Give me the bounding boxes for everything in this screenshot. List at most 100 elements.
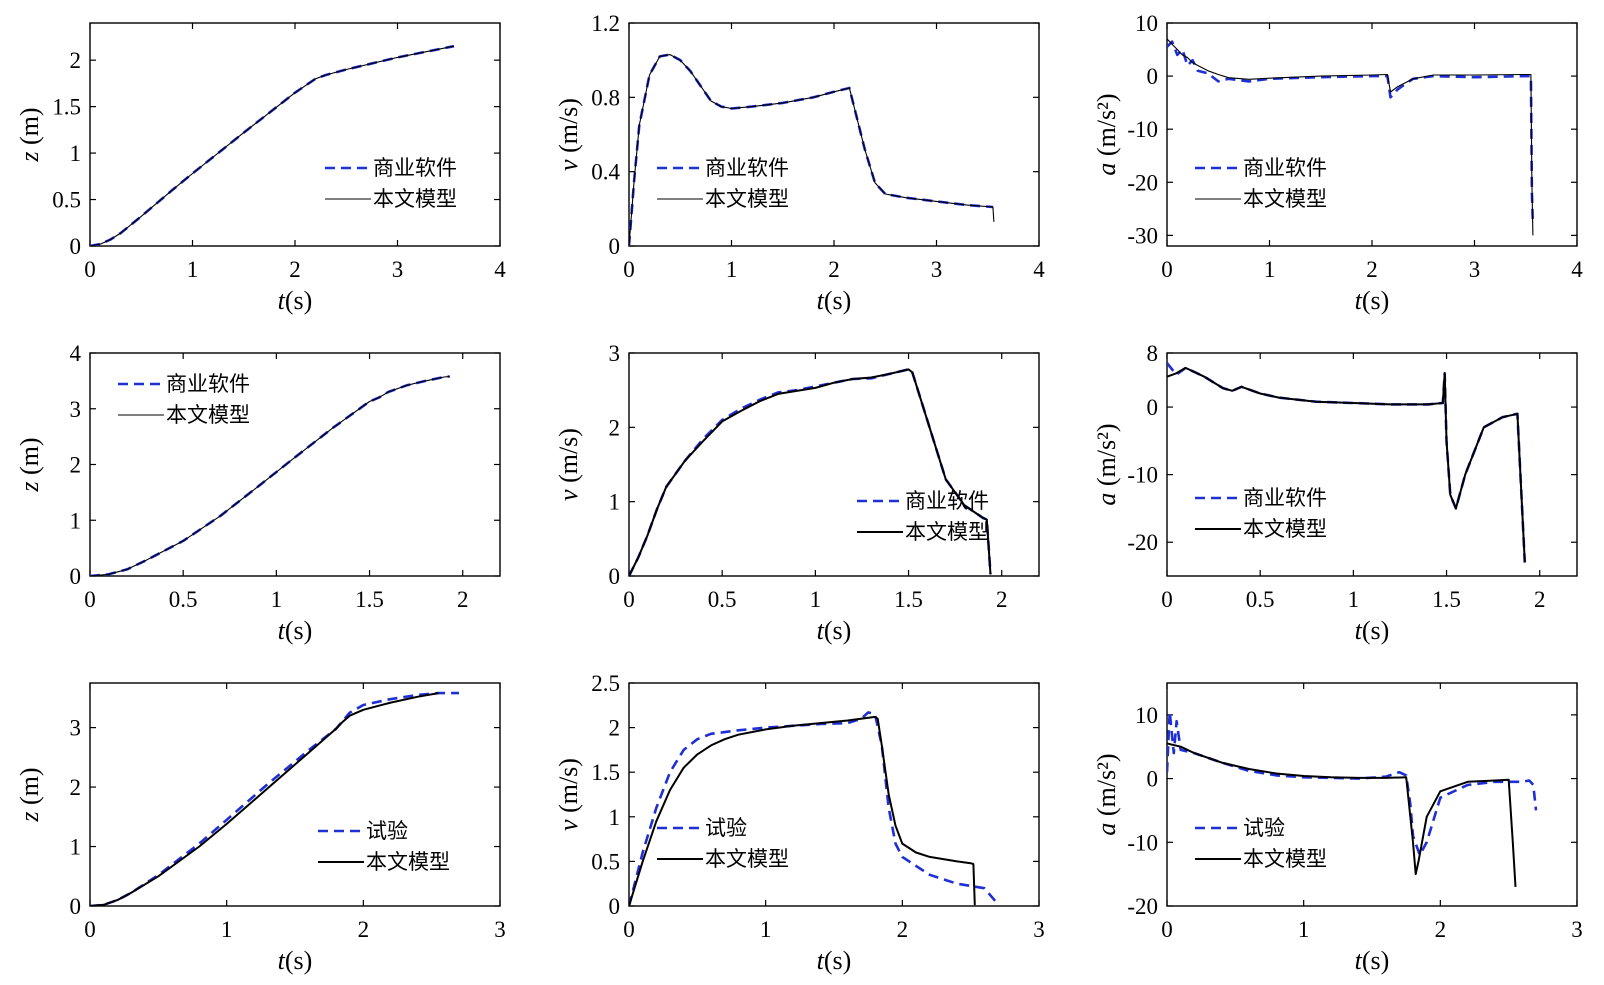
x-tick-label: 1 bbox=[810, 587, 822, 612]
x-axis-label: t(s) bbox=[278, 946, 313, 975]
y-axis-label-unit: (m/s²) bbox=[1092, 423, 1121, 492]
y-tick-label: 0 bbox=[1147, 64, 1159, 89]
y-axis-label: a (m/s²) bbox=[1092, 753, 1121, 835]
series-line-2 bbox=[1167, 366, 1526, 563]
y-tick-label: 0 bbox=[609, 894, 621, 919]
x-tick-label: 1 bbox=[1298, 917, 1310, 942]
y-axis-label: a (m/s²) bbox=[1092, 93, 1121, 175]
legend-label: 商业软件 bbox=[1243, 156, 1327, 180]
axes-box bbox=[89, 352, 501, 577]
x-tick-label: 4 bbox=[1033, 257, 1045, 282]
y-tick-label: 1.5 bbox=[52, 95, 81, 120]
y-tick-label: -30 bbox=[1127, 223, 1158, 248]
y-axis-label-unit: (m/s²) bbox=[1092, 753, 1121, 822]
y-tick-label: 10 bbox=[1135, 703, 1158, 728]
x-axis-label-var: t bbox=[817, 946, 825, 975]
x-tick-label: 0 bbox=[623, 257, 635, 282]
y-axis-label-var: v bbox=[554, 489, 583, 501]
x-tick-label: 0 bbox=[84, 257, 96, 282]
legend-label: 商业软件 bbox=[905, 489, 989, 513]
y-axis-label-unit: (m/s²) bbox=[1092, 93, 1121, 162]
x-tick-label: 2 bbox=[457, 587, 469, 612]
x-tick-label: 0 bbox=[84, 917, 96, 942]
legend-label: 试验 bbox=[1243, 816, 1285, 840]
y-tick-label: -20 bbox=[1127, 530, 1158, 555]
x-axis-label-unit: (s) bbox=[1362, 946, 1389, 975]
legend-label: 本文模型 bbox=[705, 847, 789, 871]
x-axis-label-var: t bbox=[1355, 616, 1363, 645]
series-line-2 bbox=[629, 715, 976, 906]
y-tick-label: 0 bbox=[70, 564, 82, 589]
y-tick-label: 4 bbox=[70, 341, 82, 366]
y-axis-label: v (m/s) bbox=[554, 428, 583, 501]
y-tick-label: 0 bbox=[70, 894, 82, 919]
x-axis-label-unit: (s) bbox=[1362, 616, 1389, 645]
legend-label: 商业软件 bbox=[705, 156, 789, 180]
series-line-1 bbox=[629, 711, 999, 906]
series-line-2 bbox=[629, 368, 992, 576]
x-axis-label-var: t bbox=[278, 286, 286, 315]
x-axis-label-unit: (s) bbox=[1362, 286, 1389, 315]
legend-label: 商业软件 bbox=[373, 156, 457, 180]
axes-box bbox=[1166, 352, 1578, 577]
y-axis-label-unit: (m/s) bbox=[554, 758, 583, 819]
y-tick-label: 10 bbox=[1135, 11, 1158, 36]
y-tick-label: -10 bbox=[1127, 117, 1158, 142]
y-axis-label: z (m) bbox=[15, 767, 44, 822]
x-axis-label-unit: (s) bbox=[824, 616, 851, 645]
x-axis-label: t(s) bbox=[817, 286, 852, 315]
legend-label: 本文模型 bbox=[373, 187, 457, 211]
x-tick-label: 0 bbox=[84, 587, 96, 612]
y-axis-label-var: z bbox=[15, 151, 44, 162]
axes-box bbox=[628, 22, 1040, 247]
x-tick-label: 0 bbox=[1161, 917, 1173, 942]
y-axis-label-unit: (m) bbox=[15, 437, 44, 481]
y-tick-label: 1 bbox=[609, 805, 621, 830]
x-axis-label-unit: (s) bbox=[285, 286, 312, 315]
axes-box bbox=[89, 22, 501, 247]
x-tick-label: 0.5 bbox=[1246, 587, 1275, 612]
y-axis-label-var: v bbox=[554, 819, 583, 831]
series-line-2 bbox=[1167, 742, 1517, 887]
x-tick-label: 1 bbox=[1348, 587, 1360, 612]
y-tick-label: 1 bbox=[70, 141, 82, 166]
x-tick-label: 0 bbox=[1161, 587, 1173, 612]
series-line-1 bbox=[1167, 710, 1538, 857]
x-tick-label: 2 bbox=[897, 917, 909, 942]
legend-label: 本文模型 bbox=[1243, 847, 1327, 871]
x-tick-label: 1.5 bbox=[1432, 587, 1461, 612]
x-tick-label: 2 bbox=[289, 257, 301, 282]
x-tick-label: 0 bbox=[623, 587, 635, 612]
y-tick-label: 0 bbox=[70, 234, 82, 259]
y-axis-label-unit: (m) bbox=[15, 767, 44, 811]
x-tick-label: 0 bbox=[623, 917, 635, 942]
y-tick-label: 1.2 bbox=[591, 11, 620, 36]
legend-label: 本文模型 bbox=[166, 403, 250, 427]
y-tick-label: 2 bbox=[70, 775, 82, 800]
x-tick-label: 1 bbox=[760, 917, 772, 942]
x-tick-label: 3 bbox=[1469, 257, 1481, 282]
y-tick-label: 1 bbox=[70, 508, 82, 533]
legend-label: 商业软件 bbox=[1243, 486, 1327, 510]
y-tick-label: 3 bbox=[609, 341, 621, 366]
x-axis-label-unit: (s) bbox=[285, 616, 312, 645]
y-axis-label: v (m/s) bbox=[554, 758, 583, 831]
y-axis-label-var: z bbox=[15, 811, 44, 822]
y-tick-label: 0.5 bbox=[52, 188, 81, 213]
series-line-2 bbox=[90, 375, 450, 576]
y-axis-label-unit: (m/s) bbox=[554, 98, 583, 159]
x-axis-label-var: t bbox=[278, 946, 286, 975]
legend-label: 本文模型 bbox=[1243, 517, 1327, 541]
x-axis-label: t(s) bbox=[1355, 286, 1390, 315]
series-line-1 bbox=[1167, 40, 1535, 225]
y-tick-label: 0.4 bbox=[591, 160, 620, 185]
x-axis-label: t(s) bbox=[817, 616, 852, 645]
x-tick-label: 3 bbox=[392, 257, 404, 282]
x-tick-label: 2 bbox=[1366, 257, 1378, 282]
